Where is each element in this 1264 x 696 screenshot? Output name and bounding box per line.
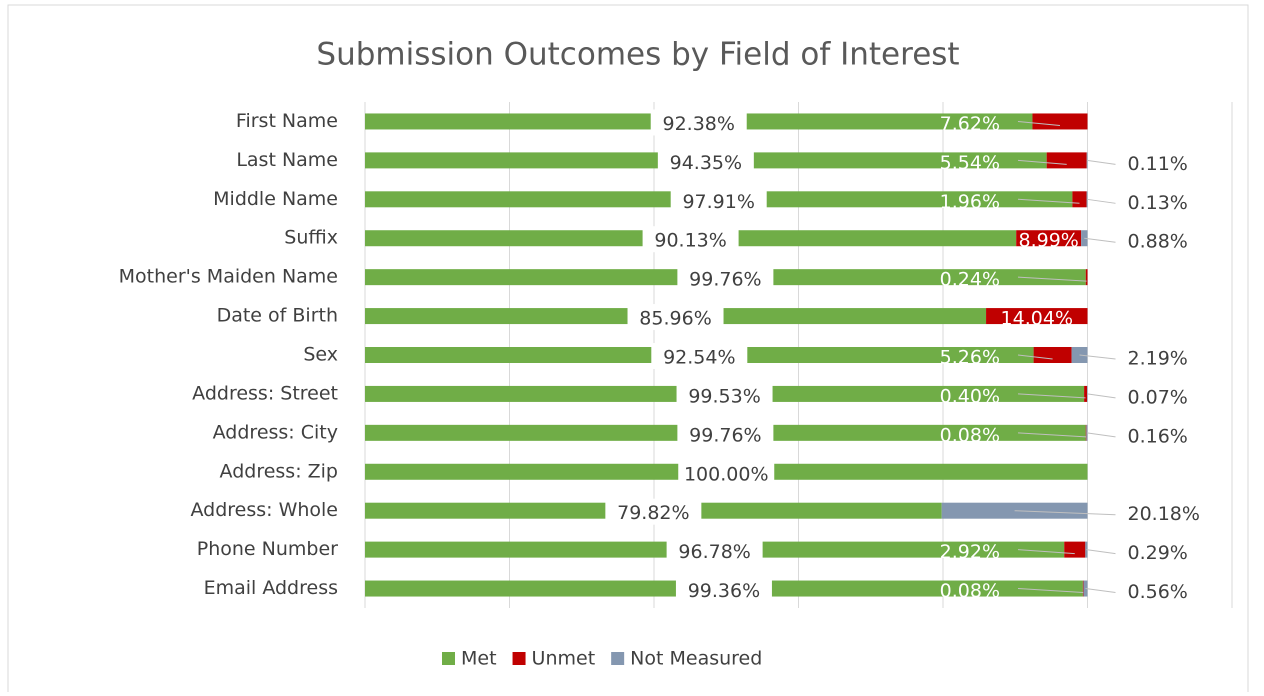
leader-line	[1087, 159, 1116, 165]
category-label: First Name	[236, 110, 338, 132]
data-label: 99.76%	[689, 424, 761, 446]
data-label: 5.54%	[940, 152, 1000, 174]
data-label: 0.40%	[940, 385, 1000, 407]
legend-swatch	[611, 652, 625, 665]
data-label: 0.11%	[1128, 153, 1188, 175]
category-label: Middle Name	[213, 188, 338, 210]
legend-label: Unmet	[532, 648, 596, 670]
bar-segment	[1064, 541, 1086, 558]
legend-swatch	[512, 652, 526, 665]
category-label: Email Address	[204, 577, 338, 599]
data-label: 0.29%	[1128, 542, 1188, 564]
category-label: Date of Birth	[217, 305, 338, 327]
bar-segment	[1085, 424, 1087, 441]
bar-segment	[1016, 230, 1082, 247]
data-label: 0.88%	[1128, 231, 1188, 253]
leader-line	[1086, 549, 1116, 555]
category-label: Suffix	[284, 227, 338, 249]
data-label: 0.13%	[1128, 192, 1188, 214]
legend-label: Met	[461, 648, 497, 670]
category-label: Mother's Maiden Name	[119, 266, 338, 288]
leader-line	[1017, 393, 1086, 399]
label-box	[650, 109, 747, 136]
data-label: 7.62%	[940, 113, 1000, 135]
category-label: Sex	[303, 344, 338, 366]
leader-line	[1017, 276, 1087, 282]
data-label: 0.16%	[1128, 425, 1188, 447]
leader-line	[1084, 237, 1116, 243]
category-label: Address: Zip	[220, 460, 338, 482]
bar-segment	[1032, 113, 1088, 130]
data-label: 99.36%	[688, 580, 760, 602]
bar-segment	[1085, 269, 1088, 286]
leader-line	[1017, 120, 1061, 126]
data-label: 5.26%	[940, 347, 1000, 369]
label-box	[677, 265, 774, 292]
label-box	[642, 226, 739, 253]
category-label: Address: Whole	[190, 499, 338, 521]
leader-line	[1087, 393, 1116, 399]
category-label: Address: City	[213, 421, 338, 443]
label-box	[676, 381, 773, 408]
data-label: 2.19%	[1128, 348, 1188, 370]
data-label: 0.56%	[1128, 581, 1188, 603]
bar-segment	[1084, 385, 1087, 402]
data-label: 0.08%	[940, 424, 1000, 446]
category-label: Address: Street	[192, 382, 338, 404]
data-label: 92.54%	[663, 347, 735, 369]
category-label: Last Name	[236, 149, 338, 171]
leader-line	[1086, 432, 1116, 438]
leader-line	[1017, 159, 1067, 165]
label-box	[627, 304, 724, 331]
bar-segment	[1086, 152, 1088, 169]
data-label: 100.00%	[684, 463, 769, 485]
leader-line	[1086, 198, 1116, 204]
label-box	[678, 459, 775, 486]
leader-line	[1017, 432, 1087, 438]
data-label: 20.18%	[1128, 503, 1200, 525]
data-label: 14.04%	[1001, 308, 1073, 330]
data-label: 99.76%	[689, 269, 761, 291]
label-box	[666, 537, 763, 564]
label-box	[651, 343, 748, 369]
data-label: 99.53%	[688, 385, 760, 407]
data-label: 79.82%	[617, 502, 689, 524]
leader-line	[1017, 354, 1053, 360]
data-label: 92.38%	[662, 113, 734, 135]
bar-segment	[1033, 347, 1072, 363]
legend-swatch	[442, 652, 455, 665]
legend-label: Not Measured	[630, 648, 762, 670]
label-box	[675, 576, 772, 603]
leader-line	[1017, 588, 1084, 594]
leader-line	[1079, 354, 1116, 360]
data-label: 96.78%	[678, 541, 750, 563]
label-box	[657, 148, 754, 175]
data-label: 97.91%	[682, 191, 754, 213]
chart-title: Submission Outcomes by Field of Interest	[316, 37, 959, 73]
label-box	[670, 187, 767, 214]
leader-line	[1014, 510, 1116, 516]
label-box	[677, 420, 774, 447]
label-box	[605, 498, 702, 525]
data-label: 0.24%	[940, 269, 1000, 291]
leader-line	[1017, 198, 1080, 204]
bar-segment	[1082, 580, 1084, 597]
leader-line	[1017, 549, 1075, 555]
data-label: 85.96%	[639, 308, 711, 330]
leader-line	[1085, 588, 1116, 594]
data-label: 8.99%	[1018, 230, 1078, 252]
data-label: 90.13%	[654, 230, 726, 252]
data-label: 0.07%	[1128, 386, 1188, 408]
data-label: 94.35%	[670, 152, 742, 174]
data-label: 2.92%	[940, 541, 1000, 563]
bar-segment	[1072, 191, 1087, 208]
data-label: 1.96%	[940, 191, 1000, 213]
bar-segment	[1046, 152, 1087, 169]
bar-segment	[986, 308, 1088, 325]
data-label: 0.08%	[940, 580, 1000, 602]
category-label: Phone Number	[197, 538, 338, 560]
